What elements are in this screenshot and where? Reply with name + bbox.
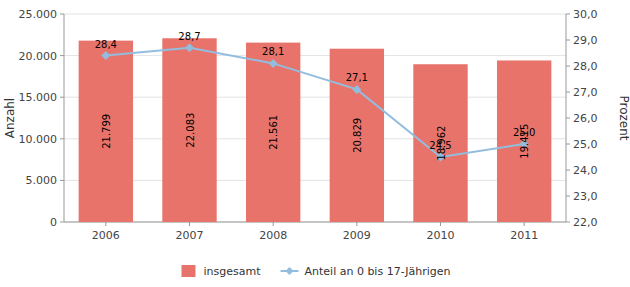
bar — [413, 64, 467, 222]
tick — [440, 222, 441, 226]
bar — [330, 49, 384, 222]
axis-line — [64, 222, 566, 223]
tick — [60, 222, 64, 223]
grid-line — [64, 55, 566, 56]
bar — [79, 41, 133, 222]
tick — [566, 144, 570, 145]
marker — [101, 51, 110, 60]
tick-label: 25,0 — [573, 138, 598, 151]
tick — [60, 55, 64, 56]
legend-item: insgesamt — [181, 265, 261, 278]
tick-label: 20.000 — [19, 50, 58, 63]
tick — [566, 170, 570, 171]
tick — [60, 14, 64, 15]
tick — [60, 180, 64, 181]
data-labels: 21.79922.08321.56120.82918.96219.41528,4… — [95, 31, 536, 161]
data-label: 24,5 — [429, 140, 451, 151]
grid-line — [64, 14, 566, 15]
axis-label: Anzahl — [3, 98, 17, 138]
tick — [566, 196, 570, 197]
tick — [566, 66, 570, 67]
grid-line — [64, 97, 566, 98]
legend-item: Anteil an 0 bis 17-Jährigen — [281, 265, 451, 278]
tick — [60, 138, 64, 139]
tick — [566, 40, 570, 41]
tick-label: 2011 — [510, 229, 538, 242]
grid-line — [64, 138, 566, 139]
tick-label: 2006 — [92, 229, 120, 242]
marks — [79, 38, 552, 222]
tick-label: 2007 — [176, 229, 204, 242]
grid-line — [64, 222, 566, 223]
tick-label: 25.000 — [19, 8, 58, 21]
tick-label: 15.000 — [19, 91, 58, 104]
tick-label: 28,0 — [573, 60, 598, 73]
legend-swatch — [286, 267, 294, 275]
data-label: 28,4 — [95, 39, 117, 50]
tick-label: 0 — [50, 216, 57, 229]
data-label: 21.799 — [101, 114, 112, 149]
tick-label: 29,0 — [573, 34, 598, 47]
legend-label: Anteil an 0 bis 17-Jährigen — [305, 265, 451, 278]
axis-line — [566, 14, 567, 222]
bar — [497, 60, 551, 222]
grid — [64, 14, 566, 222]
tick-label: 5.000 — [26, 174, 58, 187]
data-label: 20.829 — [352, 118, 363, 153]
tick-label: 23,0 — [573, 190, 598, 203]
tick-label: 24,0 — [573, 164, 598, 177]
tick — [566, 14, 570, 15]
marker — [185, 43, 194, 52]
data-label: 28,1 — [262, 46, 284, 57]
data-label: 22.083 — [185, 113, 196, 148]
data-label: 28,7 — [178, 31, 200, 42]
legend: insgesamt Anteil an 0 bis 17-Jährigen — [181, 265, 450, 278]
legend-label: insgesamt — [203, 265, 261, 278]
tick — [356, 222, 357, 226]
chart: 0 5.000 10.000 15.000 20.000 25.000 22,0 23,0 24… — [0, 0, 630, 287]
tick-label: 27,0 — [573, 86, 598, 99]
tick-label: 2010 — [427, 229, 455, 242]
marker — [352, 85, 361, 94]
tick — [566, 118, 570, 119]
axis-label: Prozent — [617, 95, 630, 140]
data-label: 25,0 — [513, 127, 535, 138]
tick-label: 2009 — [343, 229, 371, 242]
tick — [524, 222, 525, 226]
tick — [105, 222, 106, 226]
data-label: 21.561 — [268, 115, 279, 150]
tick-label: 26,0 — [573, 112, 598, 125]
tick — [273, 222, 274, 226]
grid-line — [64, 180, 566, 181]
tick — [189, 222, 190, 226]
tick-label: 22,0 — [573, 216, 598, 229]
legend-swatch — [181, 265, 195, 277]
bar — [162, 38, 216, 222]
tick — [60, 97, 64, 98]
line — [106, 48, 524, 157]
tick — [566, 222, 570, 223]
axis-line — [64, 14, 65, 222]
tick — [566, 92, 570, 93]
marker — [269, 59, 278, 68]
tick-label: 10.000 — [19, 133, 58, 146]
tick-label: 2008 — [259, 229, 287, 242]
data-label: 27,1 — [346, 72, 368, 83]
tick-label: 30,0 — [573, 8, 598, 21]
